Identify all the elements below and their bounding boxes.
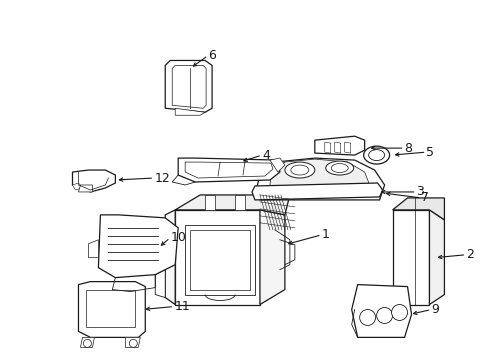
Polygon shape bbox=[125, 337, 140, 347]
Ellipse shape bbox=[290, 165, 308, 175]
Polygon shape bbox=[235, 195, 244, 210]
Polygon shape bbox=[78, 282, 145, 337]
Text: 11: 11 bbox=[174, 300, 189, 313]
Polygon shape bbox=[351, 285, 411, 337]
Circle shape bbox=[359, 310, 375, 325]
Polygon shape bbox=[392, 210, 428, 305]
Polygon shape bbox=[72, 183, 82, 190]
Polygon shape bbox=[155, 270, 165, 298]
Text: 8: 8 bbox=[404, 141, 412, 155]
Polygon shape bbox=[185, 225, 254, 294]
Text: 10: 10 bbox=[170, 231, 186, 244]
Polygon shape bbox=[165, 210, 175, 305]
Polygon shape bbox=[78, 185, 92, 192]
Text: 6: 6 bbox=[208, 49, 216, 62]
Text: 5: 5 bbox=[426, 145, 434, 159]
Polygon shape bbox=[251, 183, 382, 200]
Ellipse shape bbox=[325, 161, 353, 175]
Polygon shape bbox=[172, 66, 205, 108]
Circle shape bbox=[391, 305, 407, 320]
Text: 7: 7 bbox=[421, 192, 428, 204]
Polygon shape bbox=[204, 195, 215, 210]
Circle shape bbox=[83, 339, 91, 347]
Ellipse shape bbox=[368, 150, 384, 161]
Text: 2: 2 bbox=[466, 248, 473, 261]
Polygon shape bbox=[175, 210, 260, 305]
Polygon shape bbox=[324, 142, 330, 153]
Polygon shape bbox=[98, 215, 178, 278]
Polygon shape bbox=[165, 60, 212, 112]
Polygon shape bbox=[269, 159, 369, 192]
Ellipse shape bbox=[285, 162, 314, 178]
Polygon shape bbox=[254, 158, 384, 200]
Polygon shape bbox=[185, 162, 272, 178]
Text: 1: 1 bbox=[321, 228, 329, 241]
Polygon shape bbox=[190, 230, 249, 289]
Polygon shape bbox=[314, 136, 364, 155]
Polygon shape bbox=[81, 337, 94, 347]
Text: 4: 4 bbox=[262, 149, 269, 162]
Polygon shape bbox=[88, 240, 98, 258]
Polygon shape bbox=[334, 142, 340, 153]
Ellipse shape bbox=[363, 146, 389, 164]
Polygon shape bbox=[86, 289, 135, 328]
Text: 9: 9 bbox=[430, 303, 438, 316]
Polygon shape bbox=[175, 108, 204, 115]
Polygon shape bbox=[72, 170, 115, 192]
Polygon shape bbox=[260, 210, 285, 305]
Polygon shape bbox=[392, 198, 444, 220]
Circle shape bbox=[376, 307, 392, 323]
Ellipse shape bbox=[330, 163, 347, 172]
Text: 12: 12 bbox=[154, 171, 170, 185]
Text: 3: 3 bbox=[416, 185, 424, 198]
Polygon shape bbox=[428, 210, 444, 305]
Polygon shape bbox=[344, 142, 350, 153]
Polygon shape bbox=[178, 158, 279, 182]
Polygon shape bbox=[269, 158, 285, 172]
Polygon shape bbox=[175, 195, 289, 215]
Circle shape bbox=[129, 339, 137, 347]
